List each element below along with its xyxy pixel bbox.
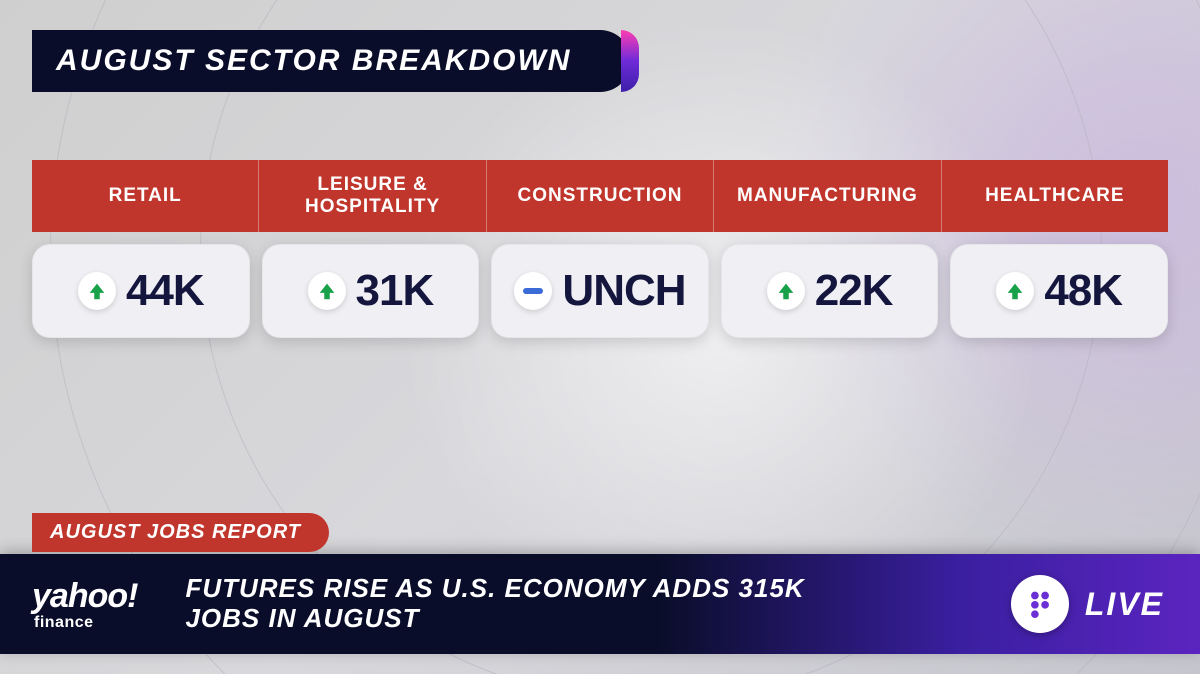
sector-value: 22K [815,266,893,316]
live-label: LIVE [1085,586,1164,623]
sector-table: RETAILLEISURE &HOSPITALITYCONSTRUCTIONMA… [32,160,1168,338]
logo-subtext: finance [34,614,94,632]
sector-value: UNCH [562,266,685,316]
sector-header: HEALTHCARE [942,160,1168,232]
sector-value-card: UNCH [491,244,709,338]
headline-text: FUTURES RISE AS U.S. ECONOMY ADDS 315K J… [185,574,825,634]
sector-value-card: 31K [262,244,480,338]
f-badge-icon [1011,575,1069,633]
sector-value-card: 44K [32,244,250,338]
up-arrow-icon [996,272,1034,310]
sector-value-row: 44K 31K UNCH 22K 48K [32,244,1168,338]
sector-header: CONSTRUCTION [487,160,714,232]
up-arrow-icon [767,272,805,310]
yahoo-finance-logo: yahoo! finance [32,577,137,632]
logo-name: yahoo! [32,577,137,616]
sector-header: RETAIL [32,160,259,232]
unchanged-icon [514,272,552,310]
sector-value-card: 48K [950,244,1168,338]
sector-header: LEISURE &HOSPITALITY [259,160,486,232]
sector-header: MANUFACTURING [714,160,941,232]
up-arrow-icon [78,272,116,310]
sector-value: 44K [126,266,204,316]
sector-value: 48K [1044,266,1122,316]
sector-value-card: 22K [721,244,939,338]
live-indicator: LIVE [1011,575,1200,633]
sector-value: 31K [356,266,434,316]
sector-header-row: RETAILLEISURE &HOSPITALITYCONSTRUCTIONMA… [32,160,1168,232]
logo-text: yahoo! [32,577,137,616]
report-tag: AUGUST JOBS REPORT [32,513,329,552]
title-bar: AUGUST SECTOR BREAKDOWN [32,30,631,92]
up-arrow-icon [308,272,346,310]
lower-third: yahoo! finance FUTURES RISE AS U.S. ECON… [0,554,1200,654]
title-text: AUGUST SECTOR BREAKDOWN [32,30,631,92]
